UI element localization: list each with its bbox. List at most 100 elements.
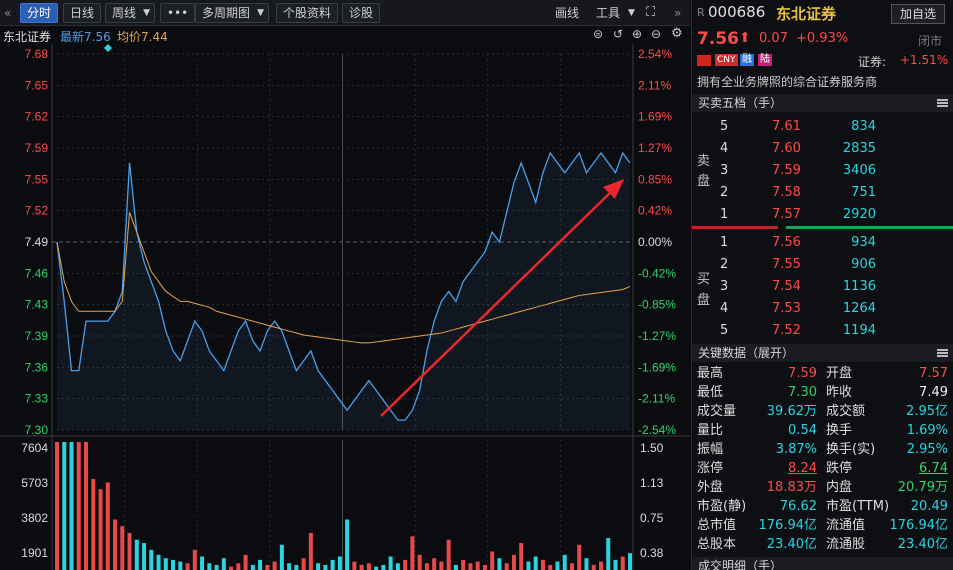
key-data-label: 量比 [697,423,724,438]
draw-line-button[interactable]: 画线 [555,6,580,20]
ask-volume: 751 [851,185,876,200]
diagnose-button[interactable]: 诊股 [342,3,381,23]
bid-volume: 1136 [842,279,876,294]
key-data-value: 23.40亿 [897,537,948,552]
volume-bar [446,539,451,570]
zoom-in-icon[interactable]: ⊕ [632,27,643,41]
volume-bar [395,563,400,570]
bid-level-row[interactable]: 5 7.52 1194 [692,320,953,342]
ask-level-index: 2 [720,185,729,200]
key-data-value: 20.79万 [897,480,948,495]
price-tick-label: 7.46 [25,266,49,280]
volume-bar [598,561,603,570]
bid-volume: 934 [851,235,876,250]
key-data-label: 跌停 [826,461,853,476]
ratio-tick-label: 1.13 [640,476,664,490]
chevron-down-icon: ▼ [143,8,151,18]
trend-arrow-shaft [380,190,613,417]
volume-bar [236,563,241,570]
more-periods-button[interactable]: ••• [160,3,196,23]
volume-bar [149,549,154,570]
market-flag: R [697,6,705,19]
bid-level-row[interactable]: 1 7.56 934 [692,232,953,254]
tab-weekly[interactable]: 周线 ▼ [105,3,156,23]
price-area-fill [57,152,630,430]
currency-tag: CNY [715,54,738,66]
volume-bar [76,442,81,570]
key-data-value: 2.95% [906,442,948,457]
tab-daily[interactable]: 日线 [63,3,102,23]
key-data-value: 20.49 [910,499,948,514]
key-data-label: 最低 [697,385,724,400]
trade-detail-header[interactable]: 成交明细（手） [692,557,953,570]
volume-bar [316,563,321,570]
sector-change: +1.51% [900,53,949,67]
stock-profile-button[interactable]: 个股资料 [276,3,339,23]
key-data-label: 涨停 [697,461,724,476]
key-data-value: 76.62 [779,499,817,514]
ask-volume: 3406 [842,163,876,178]
tab-intraday[interactable]: 分时 [20,3,59,23]
zoom-out-icon[interactable]: ⊖ [651,27,662,41]
bid-level-index: 1 [720,235,729,250]
stock-code: 000686 [708,3,766,21]
intraday-chart[interactable]: 7.68 2.54% 7.65 2.11% 7.62 1.69% 7.59 1.27% 7.55… [0,44,690,570]
stock-name-label: 东北证券 [3,30,52,44]
ask-level-row[interactable]: 5 7.61 834 [692,116,953,138]
menu-icon[interactable] [937,349,948,357]
volume-bar [272,561,277,570]
key-data-label: 流通股 [826,537,866,552]
ask-price: 7.61 [772,119,801,134]
chevron-down-icon: ▼ [257,8,265,18]
ask-level-row[interactable]: 4 7.60 2835 [692,138,953,160]
percent-tick-label: -0.42% [638,266,676,280]
collapse-right-icon[interactable]: » [674,6,682,20]
chart-toolbar: « 分时 日线 周线 ▼ ••• 多周期图 ▼ 个股资料 诊股 画线 工具 ▼ ⛶ … [0,0,690,26]
settings-icon[interactable]: ⚙ [671,26,683,41]
key-data-value: 3.87% [775,442,817,457]
stock-name: 东北证券 [776,5,837,23]
volume-bar [91,479,96,570]
last-price: 7.56 [697,29,739,49]
bid-volume: 1264 [842,301,876,316]
percent-tick-label: 1.27% [638,141,672,155]
volume-bar [381,564,386,570]
up-arrow-icon: ⬆ [739,30,751,46]
undo-icon[interactable]: ↺ [613,27,624,41]
key-data-header[interactable]: 关键数据（展开） [692,344,953,362]
volume-bar [105,482,110,570]
price-tick-label: 7.39 [25,329,49,343]
avg-price-line [56,212,631,344]
tools-button[interactable]: 工具 [596,6,621,20]
volume-bar [265,564,270,570]
menu-icon[interactable] [937,99,948,107]
volume-bar [533,556,538,570]
calculator-icon[interactable]: ⊜ [593,27,604,41]
price-tick-label: 7.43 [25,298,49,312]
ask-level-row[interactable]: 2 7.58 751 [692,182,953,204]
volume-bar [548,564,553,570]
add-watchlist-button[interactable]: 加自选 [891,4,946,24]
multi-period-button[interactable]: 多周期图 ▼ [195,3,270,23]
ask-level-row[interactable]: 3 7.59 3406 [692,160,953,182]
ask-level-row[interactable]: 1 7.57 2920 [692,204,953,226]
fullscreen-icon[interactable]: ⛶ [646,5,656,20]
volume-bar [279,544,284,570]
volume-bar [229,566,234,570]
volume-bar [156,554,161,570]
key-data-value: 0.54 [788,423,817,438]
collapse-left-icon[interactable]: « [4,6,12,20]
bid-price: 7.53 [772,301,801,316]
bid-level-row[interactable]: 2 7.55 906 [692,254,953,276]
percent-tick-label: -1.69% [638,360,676,374]
key-data-label: 成交量 [697,404,737,419]
multi-period-label: 多周期图 [202,6,251,20]
bid-level-row[interactable]: 4 7.53 1264 [692,298,953,320]
volume-bar [308,532,313,570]
bid-level-row[interactable]: 3 7.54 1136 [692,276,953,298]
orderbook-header[interactable]: 买卖五档（手） [692,94,953,112]
volume-bar [120,526,125,570]
volume-bar [55,442,59,570]
bid-volume: 906 [851,257,876,272]
volume-bar [359,564,364,570]
